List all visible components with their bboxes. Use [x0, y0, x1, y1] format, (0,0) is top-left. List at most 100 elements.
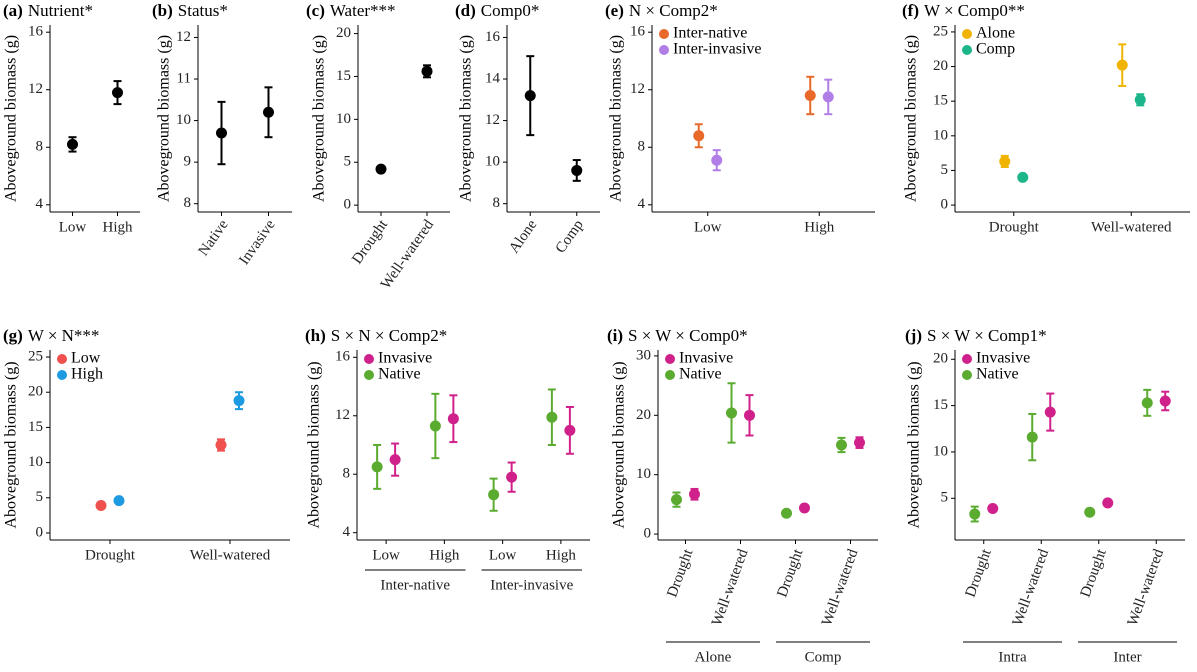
- panel-title-text: Status*: [178, 1, 228, 20]
- x-tick-label: Well-watered: [1010, 547, 1053, 629]
- x-tick-label: Drought: [774, 546, 806, 599]
- y-tick-label: 8: [184, 195, 192, 211]
- panel: (h) S × N × Comp2* Aboveground biomass (g)…: [305, 326, 590, 593]
- y-tick-label: 15: [933, 397, 948, 413]
- y-tick-label: 10: [176, 112, 191, 128]
- panel-label: (i): [607, 326, 623, 345]
- point: [1141, 397, 1153, 409]
- y-tick-label: 4: [36, 196, 44, 212]
- point: [1026, 431, 1038, 443]
- y-tick-label: 25: [933, 23, 948, 39]
- x-tick-label: Low: [372, 547, 400, 563]
- y-tick-label: 25: [28, 348, 43, 364]
- y-tick-label: 5: [941, 490, 949, 506]
- x-tick-label: Drought: [989, 219, 1040, 235]
- point: [1044, 406, 1056, 418]
- legend-marker: [364, 370, 374, 380]
- legend-marker: [659, 45, 669, 55]
- point: [744, 409, 755, 421]
- y-tick-label: 0: [941, 197, 949, 213]
- panel: (c) Water***Aboveground biomass (g) 0 5 10 15…: [306, 1, 450, 292]
- panel-title: (d) Comp0*: [455, 1, 539, 20]
- legend-marker: [659, 29, 669, 39]
- panel-title: (g) W × N***: [3, 326, 99, 345]
- y-tick-label: 20: [933, 351, 948, 367]
- y-axis-label: Aboveground biomass (g): [156, 35, 173, 202]
- panel: (b) Status* Aboveground biomass (g) 8 9 10 11 1…: [152, 1, 292, 268]
- panel-title: (c) Water***: [306, 1, 396, 20]
- point: [781, 507, 792, 519]
- panel-title-text: S × N × Comp2*: [331, 326, 447, 345]
- legend-label: Native: [378, 366, 421, 383]
- y-tick-label: 20: [933, 58, 948, 74]
- point: [375, 163, 387, 175]
- y-tick-label: 20: [28, 384, 43, 400]
- point: [711, 154, 723, 166]
- legend-label: Comp: [976, 41, 1015, 58]
- y-tick-label: 10: [28, 454, 43, 470]
- point: [987, 502, 999, 514]
- y-tick-label: 11: [177, 70, 191, 86]
- legend-marker: [962, 29, 972, 39]
- panel-label: (c): [306, 1, 325, 20]
- x-tick-label: Invasive: [236, 217, 278, 268]
- y-tick-label: 8: [343, 466, 351, 482]
- legend-marker: [364, 354, 374, 364]
- panel: (a) Nutrient* Aboveground biomass (g) 4 8 12 1…: [3, 1, 140, 235]
- x-tick-label: Well-watered: [1125, 547, 1168, 629]
- y-axis-label: Aboveground biomass (g): [306, 361, 323, 528]
- x-tick-label: Low: [59, 219, 87, 235]
- point: [95, 500, 107, 512]
- panel-title: (e) N × Comp2*: [605, 1, 718, 20]
- y-tick-label: 12: [176, 29, 191, 45]
- panel-title: (i) S × W × Comp0*: [607, 326, 748, 345]
- panel-label: (f): [902, 1, 919, 20]
- point: [1102, 497, 1114, 509]
- y-tick-label: 10: [933, 127, 948, 143]
- x-tick-label: High: [804, 219, 835, 235]
- y-tick-label: 0: [344, 197, 352, 213]
- point: [1159, 395, 1171, 407]
- x-tick-label: Comp: [553, 217, 587, 256]
- legend-label: Low: [71, 350, 101, 367]
- x-tick-label: High: [546, 547, 577, 563]
- panel-title: (b) Status*: [152, 1, 228, 20]
- point: [546, 411, 558, 423]
- group-label: Alone: [695, 649, 732, 665]
- panel-label: (g): [3, 326, 23, 345]
- panel-title: (j) S × W × Comp1*: [905, 326, 1047, 345]
- y-tick-label: 30: [636, 347, 651, 363]
- x-tick-label: High: [103, 219, 134, 235]
- y-axis-label: Aboveground biomass (g): [3, 35, 20, 202]
- point: [689, 488, 700, 500]
- legend-marker: [665, 370, 675, 380]
- group-label: Inter-native: [380, 577, 450, 593]
- panel-label: (h): [305, 326, 326, 345]
- point: [263, 106, 274, 118]
- legend-marker: [665, 354, 675, 364]
- y-tick-label: 4: [638, 196, 646, 212]
- point: [371, 461, 383, 473]
- legend-label: Invasive: [679, 350, 733, 367]
- x-tick-label: Drought: [1078, 546, 1110, 599]
- point: [1134, 94, 1146, 106]
- x-tick-label: Drought: [85, 547, 136, 563]
- legend-marker: [57, 370, 67, 380]
- point: [726, 407, 737, 419]
- x-tick-label: Low: [694, 219, 722, 235]
- x-tick-label: Well-watered: [709, 547, 752, 629]
- legend-label: Invasive: [976, 350, 1030, 367]
- panel-title: (f) W × Comp0**: [902, 1, 1025, 20]
- group-label: Inter-invasive: [490, 577, 573, 593]
- point: [112, 87, 123, 99]
- y-tick-label: 12: [630, 81, 645, 97]
- y-tick-label: 12: [28, 81, 43, 97]
- panel-label: (e): [605, 1, 624, 20]
- point: [421, 65, 433, 77]
- y-axis-label: Aboveground biomass (g): [608, 35, 625, 202]
- panel-title-text: Comp0*: [481, 1, 540, 20]
- y-tick-label: 0: [644, 526, 652, 542]
- panel-title-text: W × Comp0**: [924, 1, 1025, 20]
- y-tick-label: 8: [493, 195, 501, 211]
- y-tick-label: 4: [343, 524, 351, 540]
